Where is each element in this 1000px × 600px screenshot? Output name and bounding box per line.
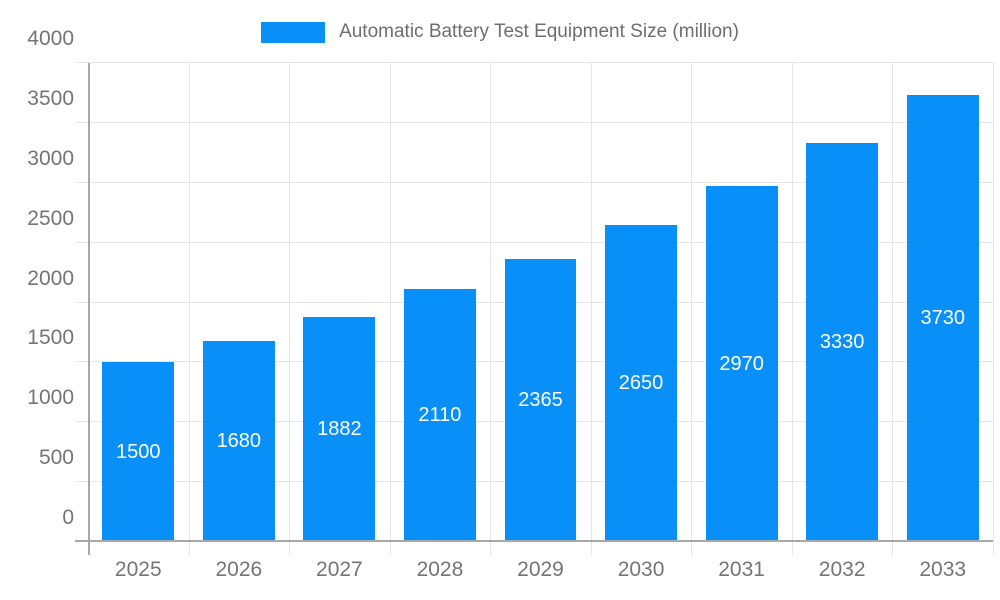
- legend-label: Automatic Battery Test Equipment Size (m…: [339, 21, 739, 42]
- bar-value-label: 2970: [719, 352, 764, 375]
- bar-value-label: 1500: [116, 440, 161, 463]
- bar-value-label: 2650: [618, 371, 664, 394]
- bar-value-label: 3730: [920, 307, 965, 330]
- bar: 2110: [403, 289, 476, 542]
- gridline-vertical: [490, 63, 492, 555]
- plot-area: 1500 1680 1882 2110 2365 2650 2970 3330 3730: [75, 62, 994, 555]
- x-tick-label: 2029: [517, 558, 564, 581]
- bar-value-label: 2365: [518, 388, 563, 411]
- x-tick-label: 2026: [215, 558, 263, 581]
- y-axis-labels: 0 500 1000 1500 2000 2500 3000 3500 4000: [0, 27, 74, 542]
- y-tick-label: 1500: [27, 326, 74, 350]
- bar: 2650: [605, 224, 677, 542]
- y-tick-label: 4000: [27, 27, 74, 50]
- gridline-vertical: [791, 63, 793, 555]
- legend: Automatic Battery Test Equipment Size (m…: [0, 18, 1000, 46]
- x-axis-line: [75, 540, 993, 542]
- gridline-horizontal: [75, 62, 993, 63]
- x-tick-label: 2030: [617, 558, 665, 581]
- bar-value-label: 3330: [819, 331, 865, 354]
- gridline-vertical: [892, 63, 894, 555]
- x-tick-label: 2028: [416, 558, 464, 581]
- y-tick-label: 3000: [27, 146, 74, 170]
- y-tick-label: 2500: [27, 206, 74, 230]
- y-tick-label: 1000: [27, 386, 74, 410]
- x-tick-label: 2025: [114, 558, 162, 581]
- gridline-horizontal: [75, 181, 993, 183]
- legend-swatch-icon: [261, 21, 326, 43]
- y-tick-label: 500: [38, 446, 74, 470]
- x-tick-label: 2032: [818, 558, 866, 581]
- bar: 1500: [102, 362, 175, 542]
- bar: 1680: [202, 340, 275, 542]
- gridline-vertical: [993, 63, 994, 555]
- bar: 1882: [303, 316, 376, 542]
- gridline-vertical: [289, 63, 291, 555]
- gridline-vertical: [691, 63, 693, 555]
- x-axis-labels: 2025 2026 2027 2028 2029 2030 2031 2032 2033: [88, 558, 993, 588]
- gridline-horizontal: [75, 121, 993, 123]
- gridline-vertical: [590, 63, 592, 555]
- bar: 3730: [906, 95, 979, 542]
- gridline-vertical: [389, 63, 391, 555]
- bar: 2970: [705, 186, 778, 542]
- bar-value-label: 2110: [418, 404, 462, 427]
- x-tick-label: 2027: [316, 558, 363, 581]
- bar: 2365: [504, 258, 577, 542]
- x-tick-label: 2031: [718, 558, 765, 581]
- y-tick-label: 0: [62, 506, 74, 529]
- bar-value-label: 1882: [317, 417, 362, 440]
- y-tick-label: 2000: [27, 266, 74, 290]
- x-tick-label: 2033: [919, 558, 967, 581]
- bar-value-label: 1680: [216, 429, 262, 452]
- bar: 3330: [806, 143, 879, 542]
- y-axis-line: [88, 63, 90, 555]
- gridline-horizontal: [75, 241, 993, 243]
- y-tick-label: 3500: [27, 86, 74, 110]
- gridline-vertical: [188, 63, 190, 555]
